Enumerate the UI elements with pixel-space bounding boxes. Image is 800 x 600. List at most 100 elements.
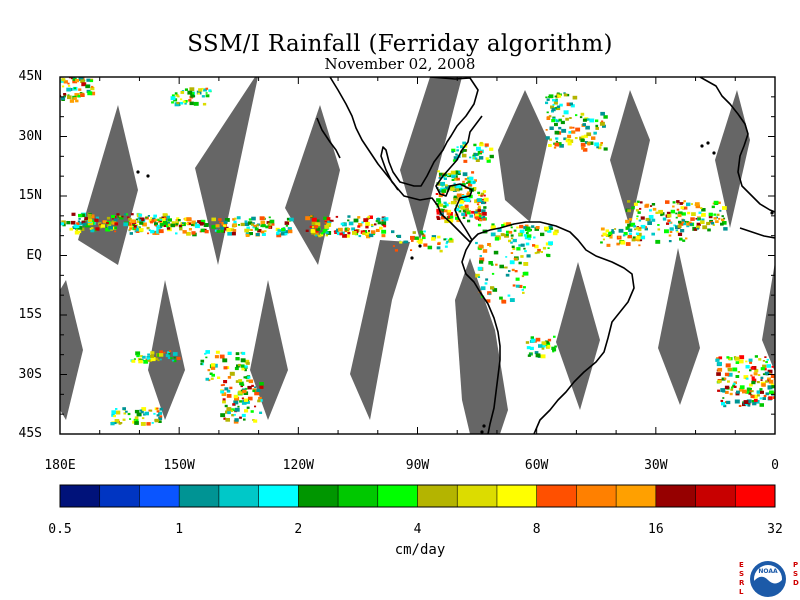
rain-cell [358, 223, 363, 227]
rain-cell [234, 366, 239, 371]
rain-cell [681, 212, 686, 216]
rain-cell [580, 112, 585, 116]
rain-cell [74, 68, 79, 72]
rain-cell [223, 366, 228, 370]
rain-cell [625, 242, 631, 246]
rain-cell [118, 215, 124, 220]
rain-cell [479, 260, 484, 264]
rain-cell [637, 211, 641, 214]
colorbar-tick-label: 32 [767, 522, 783, 537]
rain-cell [245, 233, 250, 237]
rain-cell [226, 394, 232, 398]
rain-cell [50, 92, 53, 94]
rain-cell [710, 221, 715, 225]
rain-cell [305, 229, 309, 232]
rain-cell [579, 116, 583, 119]
rain-cell [71, 72, 76, 76]
rain-cell [77, 61, 82, 65]
rain-cell [200, 228, 205, 233]
rain-cell [230, 409, 234, 412]
rain-cell [636, 226, 640, 230]
rain-cell [595, 124, 599, 127]
rain-cell [45, 77, 48, 80]
rain-cell [46, 70, 51, 74]
rain-cell [201, 87, 204, 90]
rain-cell [666, 211, 671, 215]
rain-cell [453, 182, 456, 185]
rain-cell [453, 195, 458, 200]
rain-cell [233, 400, 239, 405]
rain-cell [469, 185, 472, 188]
rain-cell [586, 118, 590, 121]
rain-cell [649, 209, 652, 212]
rain-cell [106, 221, 109, 225]
rain-cell [682, 239, 686, 242]
rain-cell [718, 217, 721, 220]
rain-cell [541, 347, 545, 350]
rain-cell [188, 99, 192, 102]
colorbar-swatch [496, 485, 537, 507]
rain-cell [162, 213, 168, 217]
rain-cell [367, 215, 370, 218]
rain-cell [127, 216, 130, 219]
rain-cell [157, 359, 160, 362]
rain-cell [140, 422, 146, 426]
rain-cell [76, 64, 79, 66]
rain-cell [550, 227, 554, 230]
colorbar-swatch [377, 485, 418, 507]
rain-cell [436, 208, 441, 213]
rain-cell [676, 202, 679, 205]
rain-cell [444, 219, 449, 224]
rain-cell [220, 384, 223, 387]
rain-cell [130, 219, 135, 224]
rain-cell [161, 218, 166, 222]
rain-cell [680, 206, 685, 210]
rain-cell [631, 206, 635, 210]
rain-cell [730, 388, 734, 391]
rain-cell [690, 217, 695, 221]
rain-cell [105, 227, 110, 232]
rain-cell [716, 213, 720, 216]
rain-cell [477, 266, 483, 271]
rain-cell [41, 93, 45, 96]
rain-cell [600, 112, 605, 116]
rain-cell [276, 231, 280, 235]
rain-cell [486, 159, 491, 163]
rain-cell [42, 73, 46, 76]
rain-cell [538, 344, 543, 348]
rain-cell [732, 382, 736, 385]
rain-cell [753, 398, 758, 402]
rain-cell [446, 240, 449, 243]
rain-cell [130, 213, 134, 216]
rain-cell [450, 170, 456, 175]
rain-cell [241, 351, 246, 355]
rain-cell [644, 227, 648, 231]
colorbar-tick-label: 1 [175, 522, 184, 537]
rain-cell [44, 88, 48, 91]
rain-cell [635, 232, 640, 235]
rain-cell [165, 353, 170, 358]
rain-cell [124, 213, 127, 216]
rain-cell [139, 217, 145, 222]
rain-cell [159, 217, 163, 220]
rain-cell [113, 226, 117, 230]
island [418, 244, 422, 248]
rain-cell [469, 214, 474, 218]
rain-cell [516, 226, 519, 229]
rain-cell [78, 230, 82, 234]
rain-cell [163, 224, 167, 227]
rain-cell [111, 410, 116, 414]
rain-cell [155, 224, 160, 228]
rain-cell [159, 218, 163, 221]
rain-cell [580, 138, 585, 143]
rain-cell [764, 356, 767, 358]
coast-gulf-guinea [739, 227, 775, 239]
rain-cell [236, 364, 240, 368]
rain-cell [750, 374, 753, 377]
rain-cell [223, 417, 227, 420]
rain-cell [724, 390, 729, 394]
rain-cell [768, 396, 773, 400]
rain-cell [473, 143, 477, 147]
rain-cell [438, 188, 443, 193]
rain-cell [205, 92, 208, 94]
